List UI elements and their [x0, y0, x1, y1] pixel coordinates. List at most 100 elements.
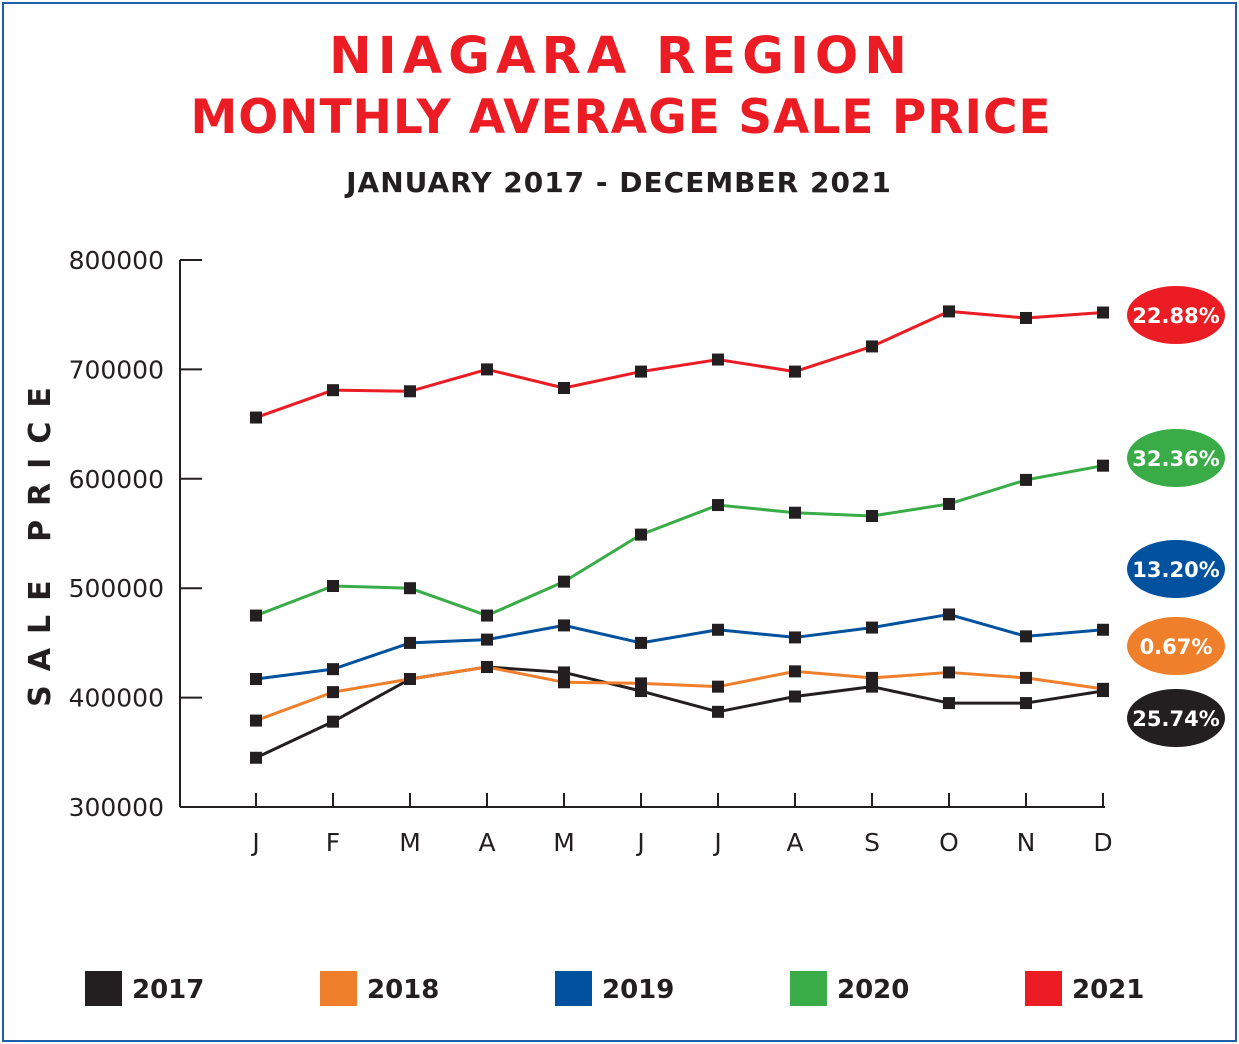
- data-point-2019: [712, 623, 724, 636]
- data-point-2017: [250, 751, 262, 764]
- x-tick-label: A: [786, 828, 803, 857]
- chart-title-line-1: NIAGARA REGION: [329, 27, 913, 86]
- data-point-2017: [789, 690, 801, 703]
- data-point-2021: [712, 353, 724, 366]
- data-point-2018: [404, 673, 416, 686]
- data-point-2020: [558, 575, 570, 588]
- chart-subtitle: JANUARY 2017 - DECEMBER 2021: [344, 166, 892, 199]
- data-point-2019: [635, 636, 647, 649]
- series-line-2018: [255, 665, 1104, 722]
- x-tick-label: O: [939, 828, 959, 857]
- series-line-2020: [255, 464, 1104, 618]
- data-point-2020: [250, 609, 262, 622]
- data-point-2017: [712, 705, 724, 718]
- legend-swatch-2018: [320, 971, 357, 1006]
- data-point-2020: [1020, 473, 1032, 486]
- data-point-2018: [789, 665, 801, 678]
- y-tick-label: 800000: [69, 246, 164, 275]
- change-badge-2019: [1127, 540, 1225, 598]
- change-badge-label: 25.74%: [1132, 707, 1219, 731]
- legend-swatch-2021: [1025, 971, 1062, 1006]
- data-point-2020: [712, 499, 724, 512]
- data-point-2019: [481, 633, 493, 646]
- legend-label: 2017: [132, 975, 204, 1005]
- x-tick-label: D: [1093, 828, 1112, 857]
- y-axis-label: SALE PRICE: [23, 373, 58, 707]
- series-lines: [255, 309, 1104, 760]
- data-point-2019: [866, 621, 878, 634]
- data-point-2019: [1020, 630, 1032, 643]
- data-point-2020: [404, 582, 416, 595]
- data-point-2017: [1020, 697, 1032, 710]
- change-badges: 25.74% 0.67% 13.20% 32.36% 22.88%: [1127, 286, 1225, 747]
- y-tick-label: 400000: [69, 684, 164, 713]
- change-badge-label: 13.20%: [1132, 558, 1219, 582]
- data-point-2021: [404, 385, 416, 398]
- data-point-2019: [789, 631, 801, 644]
- legend-swatch-2020: [790, 971, 827, 1006]
- data-point-2020: [1097, 459, 1109, 472]
- series-line-2019: [255, 612, 1104, 681]
- legend-label: 2019: [602, 975, 674, 1005]
- y-tick-label: 500000: [69, 574, 164, 603]
- x-tick-label: M: [399, 828, 421, 857]
- y-axis-ticks: 800000 700000 600000 500000 400000 300000: [69, 246, 202, 822]
- data-point-2017: [943, 697, 955, 710]
- legend-label: 2018: [367, 975, 439, 1005]
- data-point-2021: [1020, 311, 1032, 324]
- data-point-2021: [250, 411, 262, 424]
- legend-label: 2020: [837, 975, 909, 1005]
- x-tick-label: J: [250, 828, 259, 857]
- series-line-2021: [255, 309, 1104, 419]
- series-markers: [250, 305, 1109, 764]
- data-point-2020: [866, 509, 878, 522]
- y-tick-label: 300000: [69, 793, 164, 822]
- data-point-2019: [1097, 623, 1109, 636]
- data-point-2019: [404, 636, 416, 649]
- data-point-2019: [327, 663, 339, 676]
- data-point-2018: [327, 686, 339, 699]
- data-point-2018: [558, 676, 570, 689]
- data-point-2018: [250, 714, 262, 727]
- legend: 2017 2018 2019 2020 2021: [85, 971, 1144, 1006]
- data-point-2020: [327, 580, 339, 593]
- data-point-2018: [635, 677, 647, 690]
- legend-swatch-2019: [555, 971, 592, 1006]
- data-point-2018: [1097, 682, 1109, 695]
- data-point-2020: [481, 609, 493, 622]
- change-badge-label: 0.67%: [1140, 635, 1213, 659]
- change-badge-label: 32.36%: [1132, 447, 1219, 471]
- data-point-2018: [866, 671, 878, 684]
- x-tick-label: N: [1017, 828, 1036, 857]
- data-point-2021: [481, 363, 493, 376]
- x-tick-label: A: [478, 828, 495, 857]
- data-point-2018: [712, 680, 724, 693]
- y-tick-label: 700000: [69, 355, 164, 384]
- change-badge-2018: [1127, 617, 1225, 675]
- x-tick-label: M: [553, 828, 575, 857]
- data-point-2019: [943, 608, 955, 621]
- change-badge-2021: [1127, 286, 1225, 344]
- change-badge-label: 22.88%: [1132, 304, 1219, 328]
- x-tick-label: J: [712, 828, 721, 857]
- x-tick-label: F: [326, 828, 340, 857]
- data-point-2018: [1020, 671, 1032, 684]
- legend-label: 2021: [1072, 975, 1144, 1005]
- data-point-2017: [558, 666, 570, 679]
- series-line-2017: [255, 665, 1104, 760]
- data-point-2021: [866, 340, 878, 353]
- data-point-2020: [635, 528, 647, 541]
- data-point-2018: [943, 666, 955, 679]
- y-tick-label: 600000: [69, 465, 164, 494]
- data-point-2019: [558, 619, 570, 632]
- data-point-2018: [481, 660, 493, 673]
- x-tick-label: S: [864, 828, 880, 857]
- x-tick-label: J: [635, 828, 644, 857]
- change-badge-2017: [1127, 689, 1225, 747]
- data-point-2021: [1097, 306, 1109, 319]
- change-badge-2020: [1127, 429, 1225, 487]
- data-point-2020: [789, 506, 801, 519]
